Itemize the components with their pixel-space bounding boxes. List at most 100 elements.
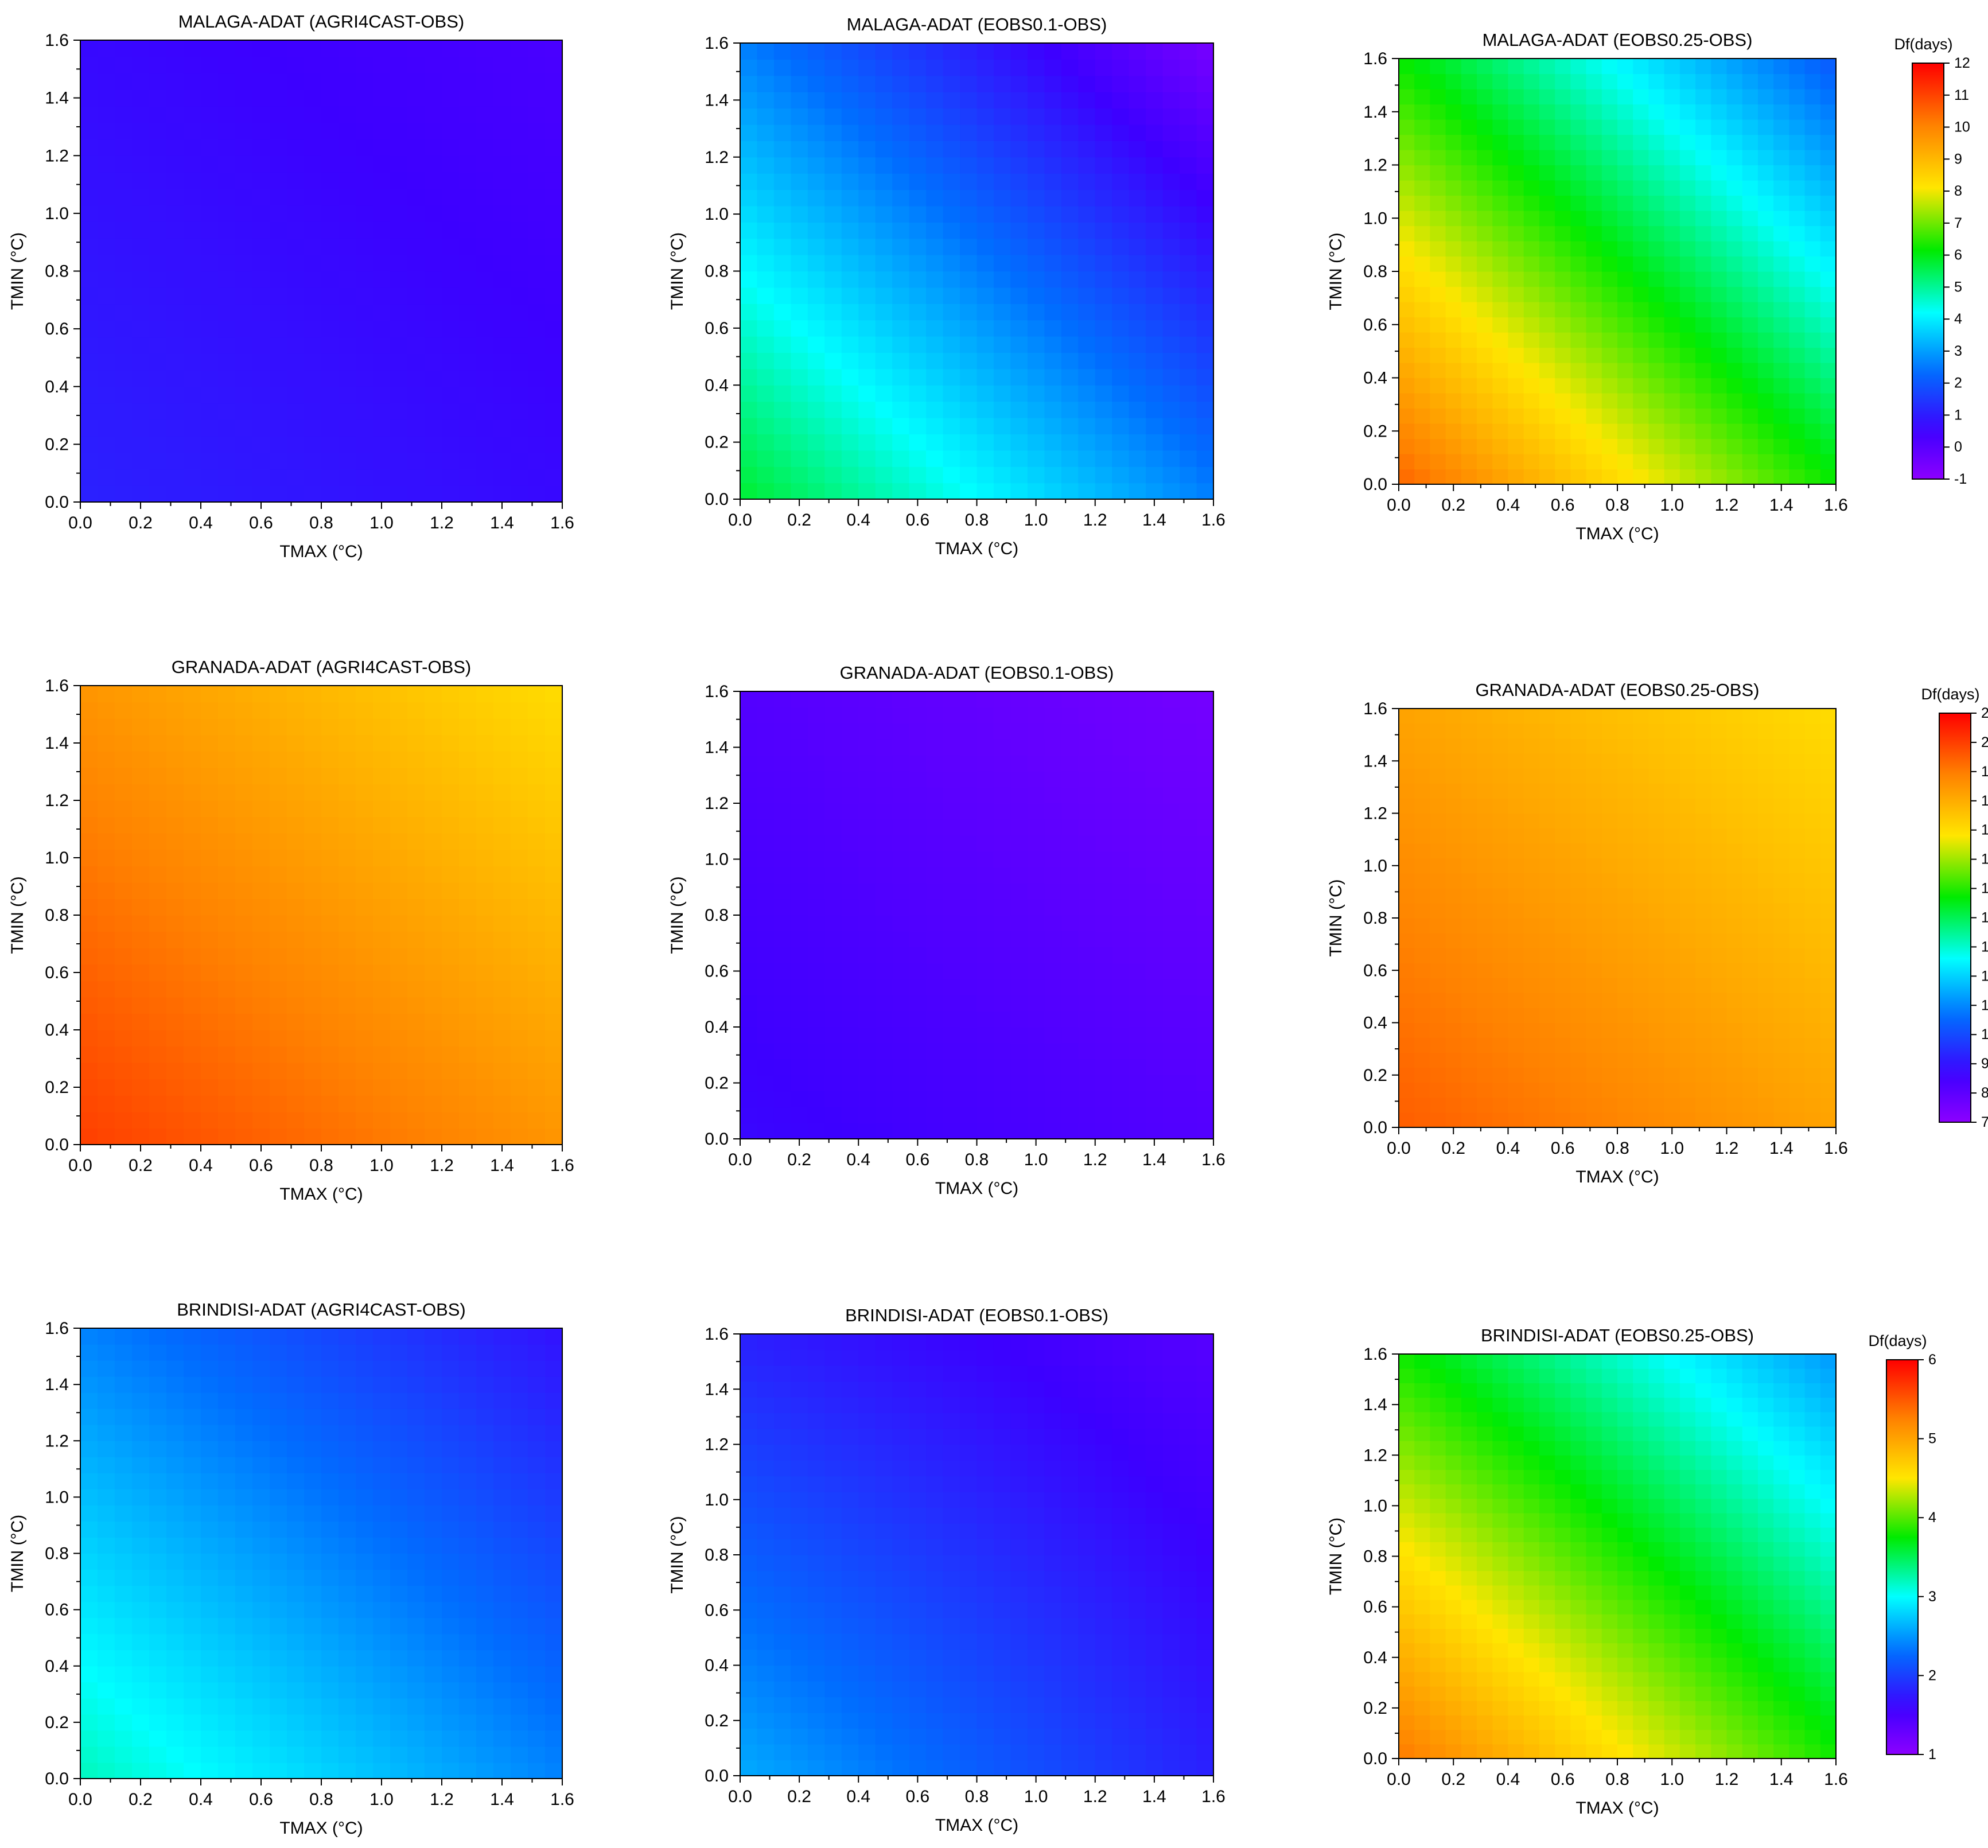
heatmap-cell: [943, 803, 960, 820]
heatmap-cell: [1461, 828, 1477, 844]
heatmap-cell: [1061, 238, 1079, 255]
heatmap-cell: [235, 485, 253, 503]
heatmap-cell: [1461, 948, 1477, 963]
heatmap-cell: [98, 833, 115, 850]
heatmap-cell: [184, 419, 201, 437]
heatmap-cell: [1430, 150, 1446, 166]
heatmap-cell: [528, 122, 546, 140]
heatmap-cell: [493, 915, 511, 932]
heatmap-cell: [1445, 256, 1462, 272]
heatmap-cell: [977, 1059, 994, 1076]
heatmap-cell: [757, 739, 775, 756]
heatmap-cell: [218, 1063, 236, 1080]
heatmap-cell: [1461, 134, 1477, 150]
heatmap-cell: [407, 238, 425, 255]
heatmap-cell: [875, 835, 893, 852]
heatmap-cell: [1742, 89, 1759, 105]
heatmap-cell: [476, 1111, 494, 1129]
heatmap-cell: [1789, 843, 1806, 859]
heatmap-cell: [1617, 902, 1633, 919]
heatmap-cell: [442, 833, 460, 850]
heatmap-cell: [511, 320, 528, 338]
heatmap-cell: [1679, 902, 1696, 919]
heatmap-cell: [1399, 902, 1415, 919]
heatmap-cell: [757, 157, 775, 174]
heatmap-cell: [270, 40, 287, 57]
heatmap-cell: [1570, 119, 1587, 135]
heatmap-cell: [166, 1111, 184, 1129]
heatmap-cell: [1820, 978, 1837, 993]
heatmap-cell: [98, 898, 115, 916]
heatmap-cell: [1078, 787, 1096, 804]
heatmap-cell: [373, 386, 391, 404]
heatmap-cell: [1027, 385, 1045, 402]
heatmap-cell: [528, 73, 546, 90]
heatmap-cell: [1477, 873, 1493, 889]
heatmap-cell: [1789, 753, 1806, 769]
heatmap-cell: [1804, 813, 1821, 829]
heatmap-cell: [1555, 873, 1571, 889]
heatmap-cell: [1112, 483, 1130, 500]
heatmap-cell: [1633, 408, 1649, 424]
heatmap-cell: [476, 287, 494, 305]
heatmap-cell: [807, 336, 825, 353]
heatmap-cell: [356, 452, 374, 470]
heatmap-cell: [824, 271, 842, 288]
heatmap-cell: [1112, 723, 1130, 740]
heatmap-cell: [132, 784, 150, 801]
heatmap-cell: [773, 899, 791, 916]
heatmap-cell: [1196, 707, 1214, 724]
heatmap-cell: [960, 287, 978, 304]
heatmap-cell: [1027, 75, 1045, 92]
heatmap-cell: [528, 866, 546, 883]
heatmap-cell: [1508, 104, 1524, 120]
heatmap-cell: [201, 436, 219, 453]
heatmap-cell: [166, 1013, 184, 1030]
heatmap-cell: [304, 1013, 322, 1030]
heatmap-cell: [390, 287, 408, 305]
heatmap-cell: [1430, 211, 1446, 227]
heatmap-cell: [1492, 104, 1509, 120]
heatmap-cell: [356, 205, 374, 222]
heatmap-cell: [1445, 225, 1462, 242]
heatmap-cell: [807, 255, 825, 272]
heatmap-cell: [184, 287, 201, 305]
heatmap-cell: [892, 287, 910, 304]
heatmap-cell: [201, 205, 219, 222]
heatmap-cell: [476, 403, 494, 420]
heatmap-cell: [892, 271, 910, 288]
heatmap-cell: [1399, 256, 1415, 272]
heatmap-cell: [1399, 408, 1415, 424]
x-tick-label: 1.2: [1715, 496, 1739, 515]
heatmap-cell: [80, 56, 98, 74]
heatmap-cell: [926, 1123, 944, 1139]
heatmap-cell: [824, 755, 842, 772]
heatmap-cell: [1095, 1107, 1112, 1123]
heatmap-cell: [184, 73, 201, 90]
heatmap-cell: [892, 368, 910, 386]
heatmap-cell: [1570, 1067, 1587, 1083]
heatmap-cell: [184, 784, 201, 801]
heatmap-cell: [1601, 843, 1618, 859]
heatmap-cell: [993, 108, 1011, 125]
heatmap-cell: [1180, 867, 1197, 884]
heatmap-cell: [356, 734, 374, 752]
heatmap-cell: [977, 819, 994, 836]
heatmap-cell: [1477, 1097, 1493, 1113]
heatmap-cell: [270, 485, 287, 503]
heatmap-cell: [201, 304, 219, 321]
heatmap-cell: [1146, 418, 1164, 435]
panel-title: GRANADA-ADAT (EOBS0.25-OBS): [1476, 680, 1760, 700]
heatmap-cell: [807, 1059, 825, 1076]
heatmap-cell: [1789, 134, 1806, 150]
heatmap-cell: [235, 784, 253, 801]
heatmap-cell: [1539, 423, 1555, 439]
heatmap-cell: [1492, 165, 1509, 181]
heatmap-cell: [1461, 1022, 1477, 1038]
heatmap-cell: [791, 899, 808, 916]
heatmap-cell: [993, 368, 1011, 386]
heatmap-cell: [1820, 1037, 1837, 1053]
heatmap-cell: [493, 767, 511, 785]
heatmap-cell: [1461, 119, 1477, 135]
